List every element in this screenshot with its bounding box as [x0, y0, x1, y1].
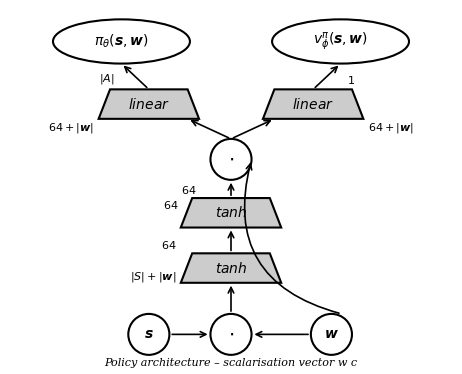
Text: $linear$: $linear$: [128, 96, 170, 111]
Polygon shape: [181, 198, 281, 227]
Text: $|S|+|\boldsymbol{w}|$: $|S|+|\boldsymbol{w}|$: [130, 270, 176, 284]
Text: $64+|\boldsymbol{w}|$: $64+|\boldsymbol{w}|$: [368, 121, 414, 135]
Text: $64$: $64$: [181, 184, 197, 196]
Ellipse shape: [53, 19, 190, 64]
Text: $64$: $64$: [161, 239, 176, 251]
Text: $64$: $64$: [163, 199, 178, 211]
Text: $\cdot$: $\cdot$: [228, 325, 234, 344]
Text: $tanh$: $tanh$: [215, 261, 247, 276]
Text: $v^{\pi}_{\phi}(\boldsymbol{s},\boldsymbol{w})$: $v^{\pi}_{\phi}(\boldsymbol{s},\boldsymb…: [313, 31, 368, 52]
Ellipse shape: [211, 139, 251, 180]
Text: $|A|$: $|A|$: [99, 72, 115, 86]
Text: $1$: $1$: [347, 74, 355, 86]
Text: Policy architecture – scalarisation vector w c: Policy architecture – scalarisation vect…: [104, 358, 358, 368]
Text: $tanh$: $tanh$: [215, 205, 247, 220]
Ellipse shape: [272, 19, 409, 64]
Polygon shape: [98, 89, 199, 119]
Ellipse shape: [311, 314, 352, 355]
Ellipse shape: [128, 314, 170, 355]
Polygon shape: [263, 89, 364, 119]
Text: $linear$: $linear$: [292, 96, 334, 111]
Ellipse shape: [211, 314, 251, 355]
Text: $\boldsymbol{s}$: $\boldsymbol{s}$: [144, 327, 154, 341]
Polygon shape: [181, 253, 281, 283]
Text: $\cdot$: $\cdot$: [228, 150, 234, 169]
Text: $64+|\boldsymbol{w}|$: $64+|\boldsymbol{w}|$: [48, 121, 94, 135]
Text: $\boldsymbol{w}$: $\boldsymbol{w}$: [324, 327, 339, 341]
Text: $\pi_{\theta}(\boldsymbol{s},\boldsymbol{w})$: $\pi_{\theta}(\boldsymbol{s},\boldsymbol…: [94, 33, 149, 50]
